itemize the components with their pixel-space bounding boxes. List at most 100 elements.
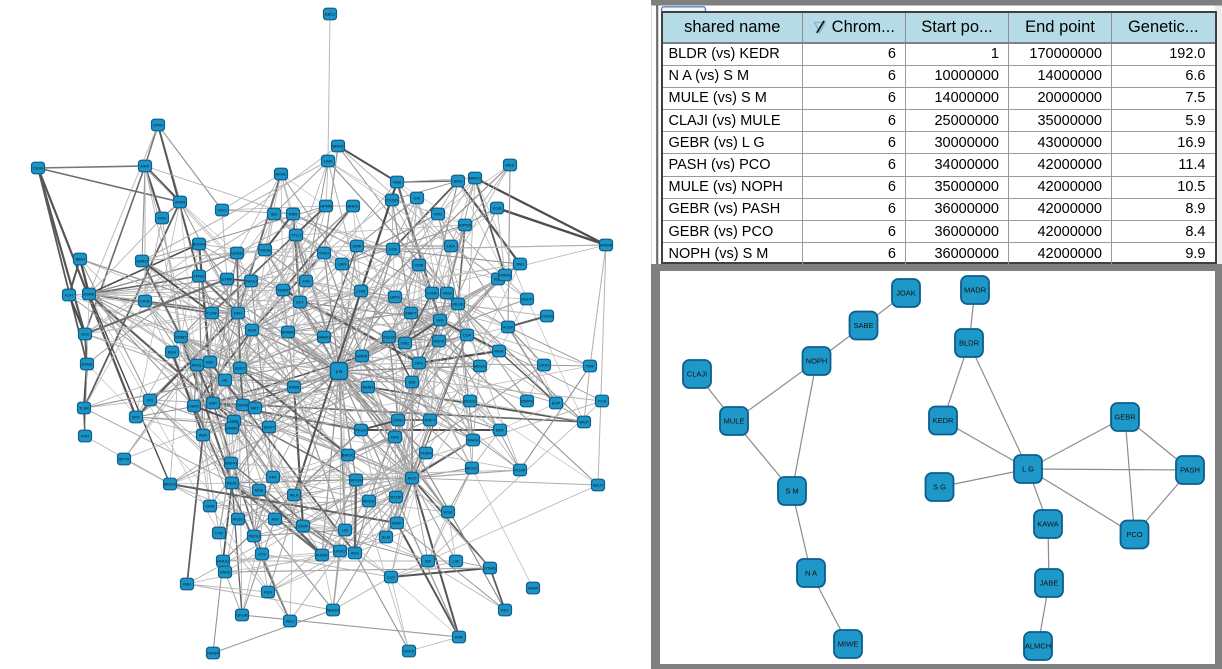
svg-text:MCUC: MCUC: [466, 466, 478, 471]
svg-text:WNWE: WNWE: [599, 243, 612, 248]
svg-text:NUA: NUA: [248, 328, 257, 333]
svg-text:MHGS: MHGS: [327, 608, 339, 613]
svg-text:LHW: LHW: [357, 289, 366, 294]
svg-text:BRG: BRG: [454, 179, 463, 184]
svg-text:HCEK: HCEK: [502, 325, 513, 330]
svg-text:JOAK: JOAK: [896, 289, 916, 298]
svg-text:MADR: MADR: [964, 286, 987, 295]
svg-text:L N: L N: [336, 369, 343, 374]
svg-text:SEUT: SEUT: [593, 483, 604, 488]
svg-text:MDGG: MDGG: [474, 364, 486, 369]
svg-text:NKI: NKI: [147, 398, 154, 403]
svg-text:WCJ: WCJ: [286, 619, 295, 624]
svg-text:APTS: APTS: [119, 457, 130, 462]
svg-text:CKKK: CKKK: [404, 649, 415, 654]
svg-text:DRW: DRW: [153, 123, 163, 128]
svg-text:S G: S G: [933, 483, 946, 492]
svg-text:UKA: UKA: [447, 244, 456, 249]
svg-text:EMWD: EMWD: [282, 330, 295, 335]
svg-text:DKKE: DKKE: [238, 403, 249, 408]
svg-text:CRW: CRW: [298, 524, 308, 529]
svg-text:GJS: GJS: [81, 332, 89, 337]
svg-text:LBI: LBI: [342, 528, 348, 533]
svg-text:RPEE: RPEE: [364, 499, 375, 504]
svg-text:ENMT: ENMT: [175, 335, 187, 340]
svg-text:KLM: KLM: [382, 535, 390, 540]
svg-text:AUO: AUO: [408, 476, 417, 481]
svg-text:ATEN: ATEN: [175, 200, 185, 205]
svg-text:DMPS: DMPS: [521, 399, 533, 404]
svg-text:GIK: GIK: [414, 196, 421, 201]
svg-text:REAL: REAL: [227, 481, 238, 486]
svg-text:HPMN: HPMN: [320, 204, 332, 209]
svg-text:KJH: KJH: [65, 293, 73, 298]
svg-text:LWA: LWA: [324, 159, 333, 164]
svg-text:DSJH: DSJH: [33, 166, 44, 171]
svg-text:CGGG: CGGG: [541, 314, 553, 319]
svg-text:BMPH: BMPH: [225, 461, 237, 466]
svg-text:SABE: SABE: [853, 321, 873, 330]
svg-text:UWI: UWI: [338, 262, 346, 267]
svg-text:AKR: AKR: [199, 433, 207, 438]
svg-text:ASP: ASP: [209, 401, 217, 406]
svg-text:LIIF: LIIF: [453, 559, 460, 564]
svg-text:SARO: SARO: [136, 259, 147, 264]
svg-text:ASCP: ASCP: [522, 297, 533, 302]
svg-text:TFAO: TFAO: [319, 251, 329, 256]
svg-text:HRKK: HRKK: [356, 354, 367, 359]
svg-text:NAB: NAB: [393, 180, 402, 185]
svg-text:MRP: MRP: [141, 164, 150, 169]
svg-text:LUJ: LUJ: [387, 575, 394, 580]
svg-text:CKSJ: CKSJ: [539, 363, 549, 368]
svg-text:KEUE: KEUE: [453, 302, 464, 307]
svg-text:KDET: KDET: [235, 366, 246, 371]
svg-text:L G: L G: [1022, 465, 1034, 474]
svg-text:UKUR: UKUR: [236, 613, 247, 618]
svg-text:FGLM: FGLM: [383, 335, 394, 340]
svg-text:KEDR: KEDR: [933, 416, 954, 425]
svg-text:CTE: CTE: [215, 531, 223, 536]
svg-text:MSE: MSE: [255, 488, 264, 493]
svg-text:KBU: KBU: [183, 582, 191, 587]
svg-text:RJWE: RJWE: [316, 553, 328, 558]
svg-text:EBCJ: EBCJ: [325, 12, 335, 17]
svg-text:PKUO: PKUO: [355, 428, 366, 433]
svg-text:BEMJ: BEMJ: [363, 385, 374, 390]
svg-text:BLDR: BLDR: [959, 339, 980, 348]
svg-text:FCA: FCA: [598, 399, 606, 404]
svg-text:CUF: CUF: [463, 333, 472, 338]
svg-text:DFH: DFH: [234, 311, 242, 316]
svg-text:SAFE: SAFE: [220, 570, 231, 575]
svg-text:TMOU: TMOU: [248, 534, 260, 539]
svg-text:DWG: DWG: [393, 418, 403, 423]
svg-text:BRDD: BRDD: [332, 144, 343, 149]
svg-text:UGR: UGR: [493, 206, 502, 211]
svg-text:KST: KST: [501, 608, 509, 613]
svg-text:MEK: MEK: [506, 163, 515, 168]
svg-text:AGFK: AGFK: [434, 339, 445, 344]
svg-text:UKKO: UKKO: [334, 549, 345, 554]
svg-text:PUSP: PUSP: [515, 468, 526, 473]
svg-text:MIWE: MIWE: [838, 640, 858, 649]
svg-text:FHSM: FHSM: [420, 451, 431, 456]
svg-text:KSRE: KSRE: [84, 292, 95, 297]
svg-text:WCP: WCP: [579, 420, 589, 425]
svg-text:BGHW: BGHW: [193, 242, 206, 247]
svg-text:JABE: JABE: [1040, 579, 1059, 588]
svg-text:UMMC: UMMC: [226, 426, 239, 431]
svg-text:MMUC: MMUC: [469, 176, 482, 181]
svg-text:GEBR: GEBR: [1114, 413, 1136, 422]
svg-text:UTMK: UTMK: [221, 277, 233, 282]
svg-text:ISF: ISF: [425, 559, 432, 564]
svg-text:NOPH: NOPH: [806, 357, 828, 366]
svg-text:WHW: WHW: [528, 586, 539, 591]
svg-text:JAL: JAL: [222, 378, 230, 383]
svg-text:N A: N A: [805, 569, 817, 578]
svg-text:BNRS: BNRS: [347, 204, 358, 209]
svg-text:CMR: CMR: [414, 263, 423, 268]
svg-text:CRJE: CRJE: [140, 299, 151, 304]
svg-text:NAKH: NAKH: [467, 438, 478, 443]
svg-text:SWUU: SWUU: [245, 279, 257, 284]
svg-text:WSK: WSK: [443, 510, 452, 515]
svg-text:DMR: DMR: [352, 244, 361, 249]
